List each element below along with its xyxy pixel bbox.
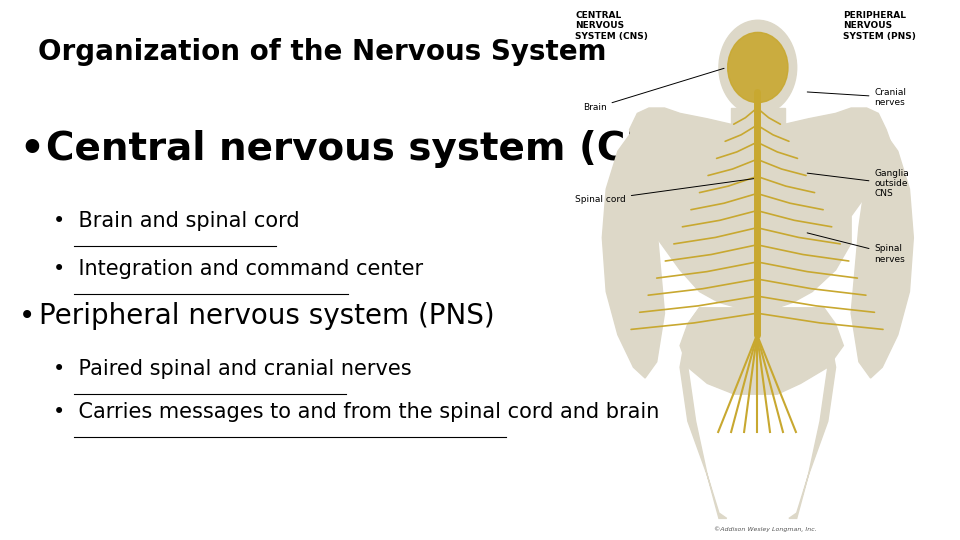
Polygon shape bbox=[602, 124, 664, 378]
Text: •: • bbox=[19, 130, 44, 167]
Ellipse shape bbox=[719, 20, 797, 115]
Text: PERIPHERAL
NERVOUS
SYSTEM (PNS): PERIPHERAL NERVOUS SYSTEM (PNS) bbox=[843, 11, 916, 40]
Polygon shape bbox=[852, 124, 913, 378]
Ellipse shape bbox=[728, 32, 788, 103]
Text: •  Integration and command center: • Integration and command center bbox=[53, 259, 423, 279]
Text: •  Paired spinal and cranial nerves: • Paired spinal and cranial nerves bbox=[53, 359, 412, 379]
Text: CENTRAL
NERVOUS
SYSTEM (CNS): CENTRAL NERVOUS SYSTEM (CNS) bbox=[575, 11, 648, 40]
Polygon shape bbox=[630, 108, 894, 308]
Text: •: • bbox=[19, 302, 36, 330]
Text: Brain: Brain bbox=[583, 69, 724, 112]
Text: ©Addison Wesley Longman, Inc.: ©Addison Wesley Longman, Inc. bbox=[714, 526, 817, 532]
Text: •  Brain and spinal cord: • Brain and spinal cord bbox=[53, 211, 300, 231]
Text: Peripheral nervous system (PNS): Peripheral nervous system (PNS) bbox=[39, 302, 495, 330]
Text: Cranial
nerves: Cranial nerves bbox=[807, 87, 906, 107]
Polygon shape bbox=[789, 308, 835, 518]
Text: Spinal
nerves: Spinal nerves bbox=[807, 233, 905, 264]
Text: Organization of the Nervous System: Organization of the Nervous System bbox=[38, 38, 607, 66]
Polygon shape bbox=[731, 108, 785, 130]
Text: Spinal cord: Spinal cord bbox=[575, 179, 755, 204]
Text: Ganglia
outside
CNS: Ganglia outside CNS bbox=[807, 168, 909, 199]
Text: Central nervous system (CNS): Central nervous system (CNS) bbox=[46, 130, 704, 167]
Text: •  Carries messages to and from the spinal cord and brain: • Carries messages to and from the spina… bbox=[53, 402, 660, 422]
Polygon shape bbox=[680, 308, 727, 518]
Polygon shape bbox=[680, 308, 843, 394]
